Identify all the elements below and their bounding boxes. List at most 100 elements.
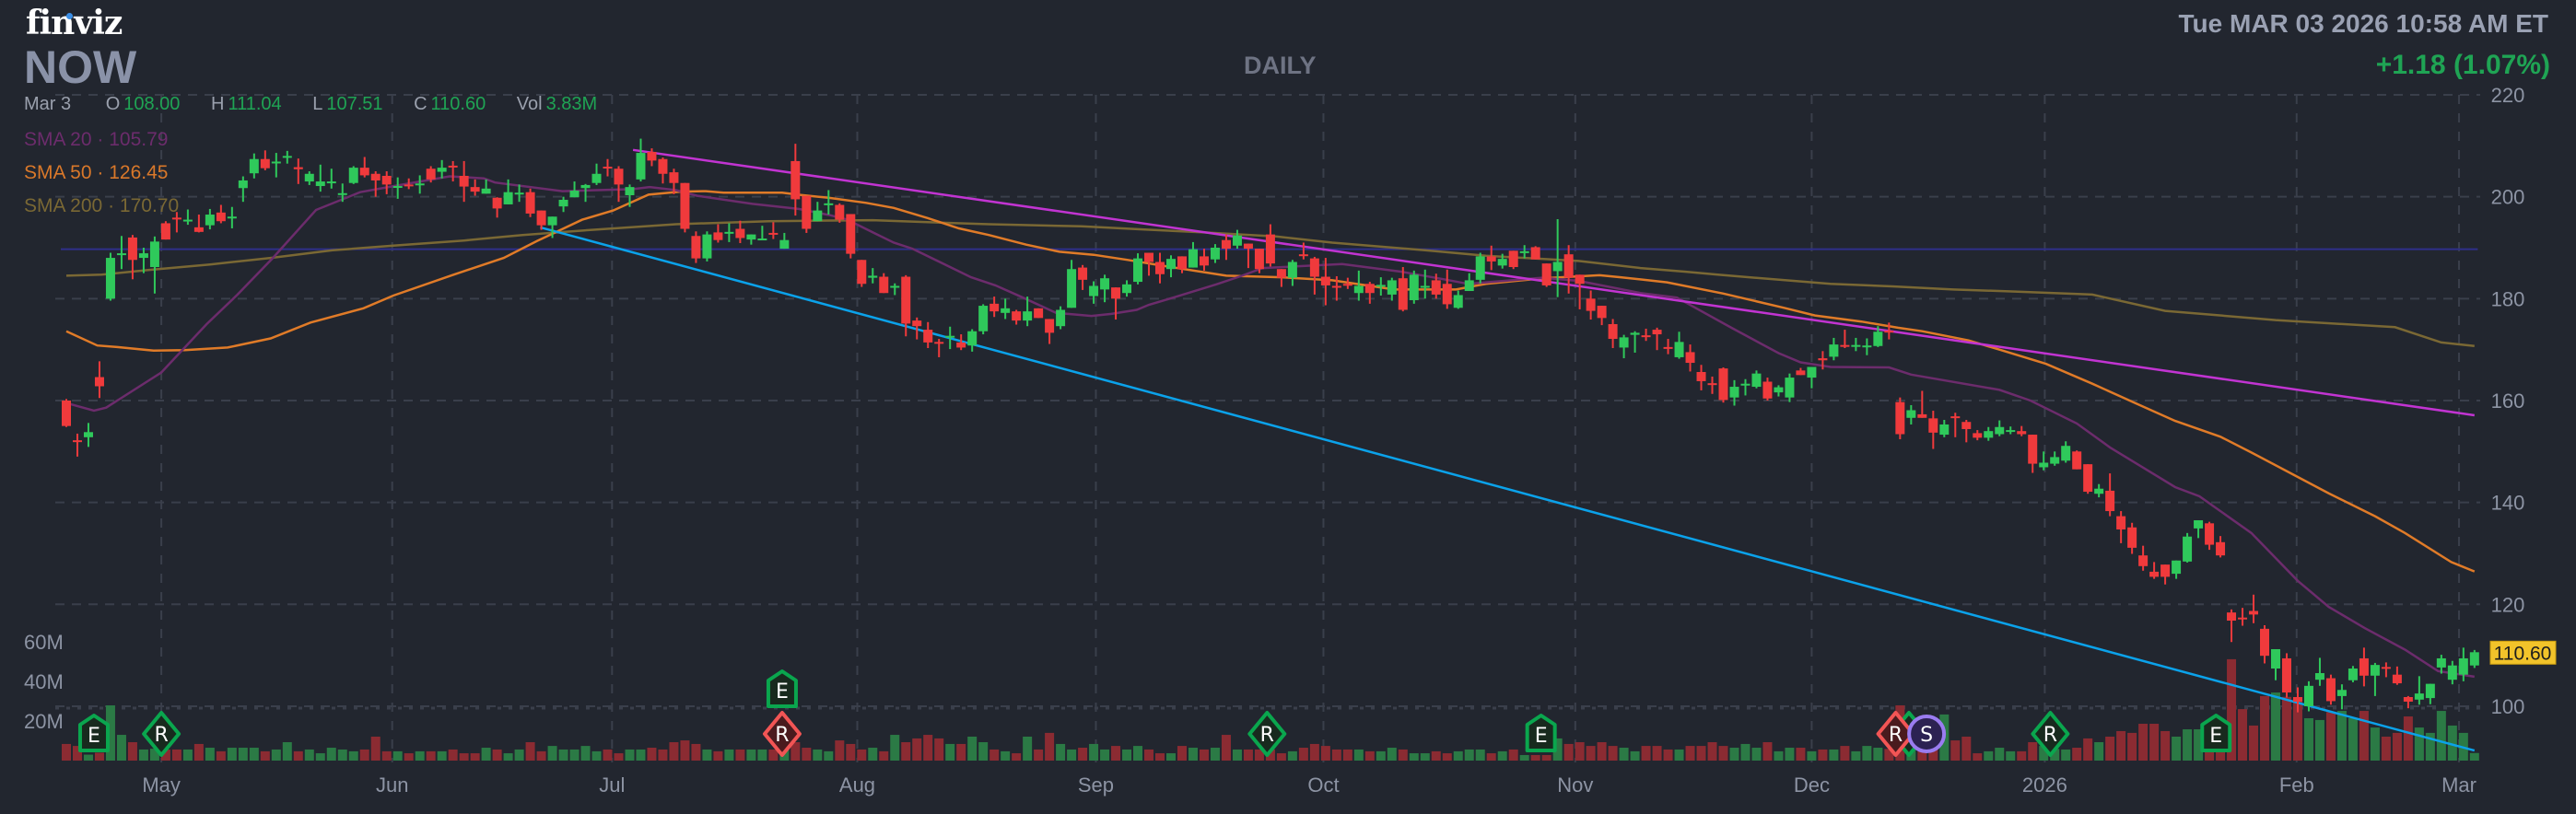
- ticker-symbol: NOW: [24, 41, 137, 93]
- candle: [2083, 464, 2093, 494]
- candle-body: [2348, 669, 2358, 680]
- volume-bar: [1608, 746, 1618, 761]
- rating-event-badge[interactable]: R: [1876, 711, 1915, 757]
- earnings-event-badge[interactable]: E: [2200, 714, 2232, 752]
- high-value: 111.04: [228, 94, 282, 114]
- candle-body: [1950, 416, 1961, 419]
- candle-body: [2028, 435, 2038, 464]
- volume-bar: [1353, 749, 1364, 761]
- volume-bar: [105, 705, 115, 761]
- rating-event-badge[interactable]: R: [1247, 711, 1287, 757]
- volume-bar: [1320, 746, 1330, 761]
- volume-bar: [1364, 750, 1375, 761]
- candle: [603, 158, 613, 177]
- volume-bar: [2194, 729, 2204, 761]
- candle: [1774, 385, 1784, 397]
- volume-bar: [1442, 753, 1452, 761]
- earnings-event-badge[interactable]: E: [1525, 714, 1557, 752]
- candle: [2403, 695, 2413, 709]
- split-event-badge[interactable]: S: [1907, 715, 1947, 753]
- earnings-event-badge[interactable]: E: [77, 714, 110, 752]
- candle: [1420, 269, 1430, 299]
- candle: [2359, 647, 2369, 687]
- candle-body: [1619, 337, 1629, 348]
- volume-bar: [2127, 732, 2137, 761]
- volume-bar: [2006, 750, 2016, 761]
- volume-bar: [2050, 749, 2060, 761]
- volume-bar: [138, 749, 148, 761]
- x-tick-label: Feb: [2279, 773, 2314, 797]
- x-tick-label: Jul: [599, 773, 625, 797]
- legend-sma20[interactable]: SMA 20 · 105.79: [24, 129, 168, 151]
- candle-body: [182, 219, 193, 222]
- candle: [691, 231, 701, 263]
- volume-bar: [768, 749, 779, 761]
- candle: [757, 226, 767, 241]
- candle: [713, 224, 723, 243]
- x-tick-label: Oct: [1307, 773, 1339, 797]
- candle-body: [569, 191, 580, 198]
- candle-body: [1497, 259, 1507, 266]
- candle-body: [437, 168, 447, 172]
- candle-body: [1409, 274, 1419, 300]
- candle-body: [1851, 344, 1861, 347]
- lower-trendline: [540, 226, 2476, 752]
- candle: [1243, 243, 1253, 269]
- rating-event-badge[interactable]: R: [2031, 711, 2070, 757]
- earnings-icon: [77, 714, 110, 752]
- earnings-event-badge[interactable]: E: [766, 669, 798, 708]
- candle: [1597, 306, 1607, 326]
- volume-bar: [1287, 750, 1297, 761]
- event-badges[interactable]: E RER R E R S R E: [77, 669, 2232, 757]
- candle-body: [1674, 342, 1684, 357]
- candle-body: [1364, 284, 1375, 294]
- candle-body: [1563, 254, 1574, 278]
- finviz-logo[interactable]: finviz: [26, 4, 123, 42]
- candle: [1122, 280, 1132, 297]
- volume-bar: [182, 749, 193, 761]
- legend-sma200[interactable]: SMA 200 · 170.70: [24, 195, 179, 217]
- candle-body: [370, 173, 381, 180]
- high-label: H: [210, 94, 225, 114]
- volume-bar: [2436, 711, 2446, 761]
- candle: [1497, 253, 1507, 269]
- candle: [459, 160, 469, 203]
- candle: [492, 197, 502, 218]
- candle: [2303, 680, 2313, 712]
- volume-bar: [1950, 740, 1961, 761]
- candle-body: [1376, 285, 1386, 287]
- candle-body: [1608, 323, 1618, 340]
- candle-body: [2127, 527, 2137, 548]
- volume-bar: [2271, 692, 2280, 761]
- candle: [1851, 337, 1861, 352]
- volume-bar: [160, 749, 170, 761]
- candle: [1950, 413, 1961, 437]
- volume-bar: [481, 748, 491, 761]
- rating-icon: [762, 711, 802, 757]
- volume-bar: [525, 742, 535, 761]
- candle-body: [83, 432, 93, 437]
- candle-body: [2116, 516, 2126, 529]
- candle-body: [1089, 285, 1099, 297]
- volume-bar: [1034, 749, 1044, 761]
- candle: [636, 138, 646, 182]
- volume-bar: [1232, 749, 1242, 761]
- candle: [1508, 250, 1518, 270]
- candle: [2183, 532, 2193, 563]
- candle-body: [779, 239, 790, 250]
- rating-event-badge[interactable]: R: [762, 711, 802, 757]
- volume-bar: [680, 740, 690, 761]
- volume-bar: [1873, 748, 1883, 761]
- candle-body: [1155, 262, 1165, 274]
- legend-sma50[interactable]: SMA 50 · 126.45: [24, 162, 168, 184]
- volume-bar: [2447, 725, 2457, 761]
- candle-body: [2425, 683, 2435, 699]
- volume-bar: [415, 750, 425, 761]
- candle: [956, 334, 966, 351]
- rating-event-badge[interactable]: R: [142, 711, 181, 757]
- candle-body: [2469, 652, 2479, 666]
- ohlc-bar: Mar 3 O 108.00 H 111.04 L 107.51 C 110.60 Vo…: [24, 94, 623, 115]
- event-letter: E: [2209, 725, 2222, 748]
- candle-body: [746, 234, 756, 240]
